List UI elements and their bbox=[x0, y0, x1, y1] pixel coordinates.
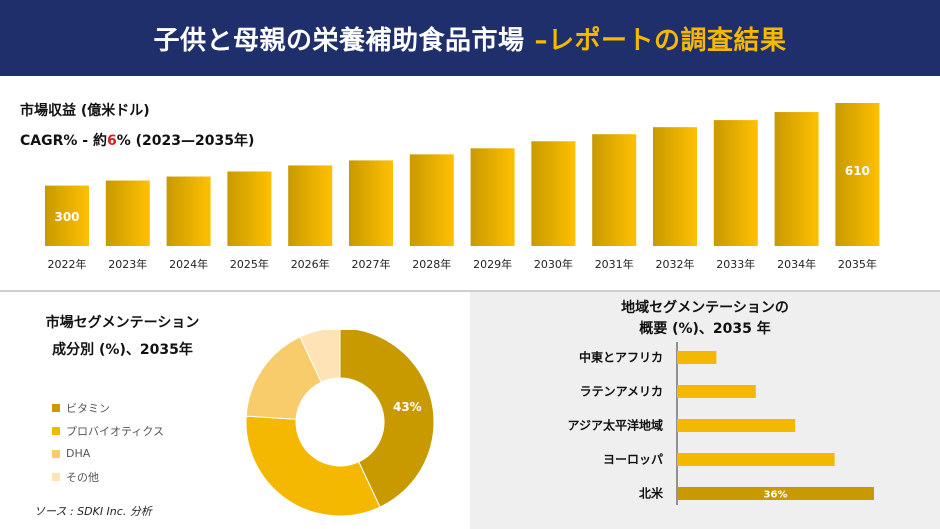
donut-data-label: 43% bbox=[393, 400, 422, 414]
legend-swatch bbox=[52, 449, 60, 458]
revenue-bar-chart: 2022年 2023年 2024年 2025年 2026年 2027年 2028年 2029年… bbox=[45, 103, 880, 271]
region-data-label: 36% bbox=[764, 490, 788, 501]
legend-label: その他 bbox=[66, 470, 99, 484]
revenue-bar bbox=[531, 141, 576, 246]
revenue-bar bbox=[166, 176, 211, 246]
revenue-bar bbox=[835, 103, 880, 246]
x-tick-label: 2023年 bbox=[108, 257, 147, 271]
x-tick-label: 2033年 bbox=[716, 257, 755, 271]
header-title-accent: –レポートの調査結果 bbox=[534, 25, 787, 56]
cagr-line: CAGR% - 約6% (2023—2035年) bbox=[20, 130, 254, 150]
revenue-bar bbox=[774, 112, 819, 246]
revenue-bar bbox=[470, 148, 515, 246]
revenue-bar bbox=[288, 165, 333, 246]
legend-label: DHA bbox=[66, 447, 91, 460]
donut-slice bbox=[299, 330, 341, 383]
revenue-bar bbox=[653, 127, 697, 246]
ingredient-donut-chart: 43% bbox=[245, 330, 435, 517]
legend-item-vitamin: ビタミン bbox=[52, 396, 164, 419]
source-note: ソース : SDKI Inc. 分析 bbox=[34, 505, 152, 518]
donut-slice bbox=[245, 415, 381, 517]
donut-slice bbox=[339, 330, 435, 508]
x-tick-label: 2026年 bbox=[291, 257, 330, 271]
x-tick-label: 2025年 bbox=[230, 257, 269, 271]
x-tick-label: 2022年 bbox=[48, 257, 87, 271]
revenue-bar bbox=[592, 134, 637, 246]
legend-item-dha: DHA bbox=[52, 442, 164, 465]
donut-legend: ビタミン プロバイオティクス DHA その他 bbox=[52, 396, 164, 488]
x-tick-label: 2028年 bbox=[412, 257, 451, 271]
region-bar bbox=[677, 351, 717, 364]
revenue-bar bbox=[105, 180, 150, 246]
header-title: 子供と母親の栄養補助食品市場 bbox=[153, 25, 525, 56]
x-tick-label: 2031年 bbox=[595, 257, 634, 271]
revenue-bar bbox=[409, 154, 454, 246]
x-tick-label: 2032年 bbox=[656, 257, 695, 271]
revenue-bar bbox=[713, 120, 758, 246]
legend-label: プロバイオティクス bbox=[66, 424, 165, 438]
bar-data-label: 610 bbox=[845, 164, 870, 178]
region-bar bbox=[677, 385, 756, 398]
x-tick-label: 2029年 bbox=[473, 257, 512, 271]
region-category-label: ラテンアメリカ bbox=[580, 385, 663, 399]
x-tick-label: 2024年 bbox=[169, 257, 208, 271]
region-category-label: 中東とアフリカ bbox=[579, 350, 663, 365]
legend-item-probiotics: プロバイオティクス bbox=[52, 419, 164, 442]
legend-swatch bbox=[52, 472, 60, 481]
section-divider bbox=[0, 290, 940, 292]
revenue-bar bbox=[349, 160, 393, 246]
x-tick-label: 2035年 bbox=[838, 257, 877, 271]
region-bar bbox=[677, 419, 796, 432]
report-header: 子供と母親の栄養補助食品市場 –レポートの調査結果 bbox=[0, 0, 940, 76]
revenue-title: 市場収益 (億米ドル) bbox=[20, 103, 150, 119]
legend-item-other: その他 bbox=[52, 465, 164, 488]
revenue-bar bbox=[45, 185, 89, 246]
x-tick-label: 2030年 bbox=[534, 257, 573, 271]
region-category-label: アジア太平洋地域 bbox=[567, 418, 663, 433]
region-title: 地域セグメンテーションの bbox=[621, 300, 789, 316]
region-category-label: ヨーロッパ bbox=[603, 453, 663, 467]
region-bar bbox=[677, 487, 874, 500]
segment-subtitle: 成分別 (%)、2035年 bbox=[52, 342, 193, 358]
revenue-bar bbox=[227, 171, 272, 246]
region-bar bbox=[677, 453, 835, 466]
segment-title: 市場セグメンテーション bbox=[45, 315, 200, 331]
bar-data-label: 300 bbox=[54, 210, 79, 224]
cagr-suffix: % (2023—2035年) bbox=[116, 133, 255, 149]
x-tick-label: 2034年 bbox=[777, 257, 816, 271]
legend-label: ビタミン bbox=[66, 401, 110, 415]
cagr-prefix: CAGR% - 約 bbox=[20, 133, 107, 149]
legend-swatch bbox=[52, 403, 60, 412]
legend-swatch bbox=[52, 426, 60, 435]
region-category-label: 北米 bbox=[639, 486, 664, 501]
x-tick-label: 2027年 bbox=[352, 257, 391, 271]
cagr-value: 6 bbox=[106, 133, 117, 149]
region-subtitle: 概要 (%)、2035 年 bbox=[639, 321, 771, 337]
